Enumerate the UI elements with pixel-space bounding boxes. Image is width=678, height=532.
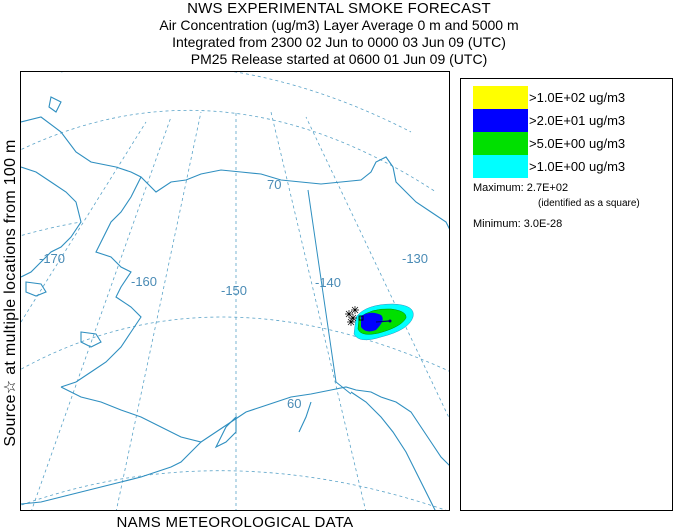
maximum-square-marker bbox=[358, 315, 364, 321]
lat-label-60: 60 bbox=[287, 396, 301, 411]
cook-inlet bbox=[298, 401, 312, 433]
kodiak-island bbox=[214, 415, 237, 449]
legend-label: >2.0E+01 ug/m3 bbox=[529, 113, 626, 128]
latitude-65-line bbox=[21, 221, 82, 237]
chukotka-coast bbox=[21, 166, 82, 278]
release-start: PM25 Release started at 0600 01 Jun 09 (… bbox=[190, 51, 488, 67]
north-coast bbox=[21, 116, 449, 230]
south-coast bbox=[60, 386, 449, 466]
legend-label: >1.0E+02 ug/m3 bbox=[529, 90, 626, 105]
plume-contour-20 bbox=[361, 312, 383, 332]
lon-label-140: -140 bbox=[315, 275, 341, 290]
meridian-130-line bbox=[305, 116, 449, 419]
source-star-1 bbox=[345, 310, 353, 318]
plume-core-point bbox=[388, 319, 392, 323]
island-wrangel bbox=[48, 96, 62, 113]
legend-label: >1.0E+00 ug/m3 bbox=[529, 159, 626, 174]
lon-label-150: -150 bbox=[221, 283, 247, 298]
concentration-subtitle: Air Concentration (ug/m3) Layer Average … bbox=[159, 17, 519, 33]
meridian-180-line bbox=[21, 121, 147, 323]
graticule-lines bbox=[21, 72, 449, 510]
coastline bbox=[21, 96, 449, 510]
map-panel: -170 -160 -150 -140 -130 70 60 bbox=[20, 71, 450, 511]
map-title: NWS EXPERIMENTAL SMOKE FORECAST bbox=[187, 0, 491, 17]
lat-label-70: 70 bbox=[267, 177, 281, 192]
nunivak-island bbox=[80, 331, 102, 348]
meridian-170-line bbox=[31, 116, 172, 510]
latitude-55-line bbox=[21, 470, 447, 510]
legend-swatch-blue bbox=[473, 109, 528, 132]
source-markers bbox=[345, 306, 359, 326]
source-star-4 bbox=[347, 318, 355, 326]
plume-core-line bbox=[375, 320, 390, 323]
maximum-note: (identified as a square) bbox=[538, 198, 640, 209]
meteorological-data-footer: NAMS METEOROLOGICAL DATA bbox=[116, 514, 354, 531]
west-coast bbox=[60, 176, 142, 388]
st-lawrence-island bbox=[25, 281, 47, 297]
lon-label-170: -170 bbox=[39, 251, 65, 266]
minimum-value: Minimum: 3.0E-28 bbox=[473, 218, 563, 230]
source-side-label-text: Source☆ at multiple locations from 100 m bbox=[2, 138, 19, 447]
legend-label: >5.0E+00 ug/m3 bbox=[529, 136, 626, 151]
alaska-map: -170 -160 -150 -140 -130 70 60 bbox=[21, 72, 449, 510]
peninsula-aleutians bbox=[21, 441, 202, 505]
source-side-label: Source☆ at multiple locations from 100 m bbox=[0, 70, 20, 515]
smoke-plume bbox=[353, 303, 414, 341]
source-star-3 bbox=[351, 306, 359, 314]
us-canada-border bbox=[307, 189, 352, 395]
latitude-75-line bbox=[61, 72, 412, 133]
maximum-value: Maximum: 2.7E+02 bbox=[473, 182, 569, 194]
legend-swatch-yellow bbox=[473, 86, 528, 109]
meridian-140-line bbox=[270, 111, 366, 510]
lon-label-130: -130 bbox=[402, 251, 428, 266]
latitude-70-line bbox=[21, 109, 437, 193]
meridian-160-line bbox=[116, 111, 202, 510]
source-star-2 bbox=[349, 314, 357, 322]
legend-panel: >1.0E+02 ug/m3 >2.0E+01 ug/m3 >5.0E+00 u… bbox=[460, 78, 673, 511]
legend-swatch-cyan bbox=[473, 155, 528, 178]
integration-period: Integrated from 2300 02 Jun to 0000 03 J… bbox=[172, 34, 506, 50]
lon-label-160: -160 bbox=[131, 274, 157, 289]
title-block: NWS EXPERIMENTAL SMOKE FORECAST Air Conc… bbox=[0, 0, 678, 68]
panhandle-coast bbox=[350, 391, 436, 510]
legend-swatch-green bbox=[473, 132, 528, 155]
